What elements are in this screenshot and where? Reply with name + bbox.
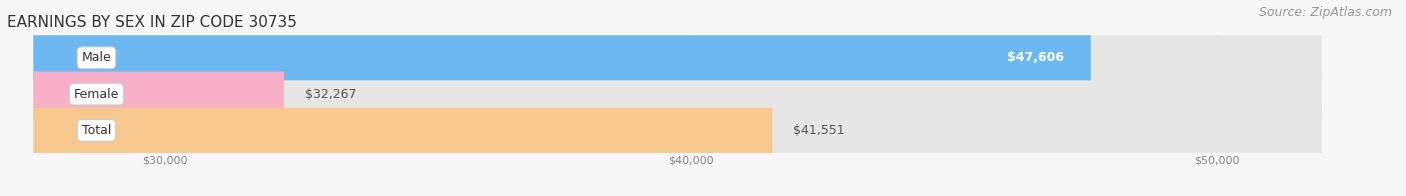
- Text: Total: Total: [82, 124, 111, 137]
- Text: Source: ZipAtlas.com: Source: ZipAtlas.com: [1258, 6, 1392, 19]
- Text: Female: Female: [73, 88, 120, 101]
- Text: Male: Male: [82, 51, 111, 64]
- Text: $41,551: $41,551: [793, 124, 845, 137]
- FancyBboxPatch shape: [34, 72, 284, 117]
- Text: $47,606: $47,606: [1008, 51, 1064, 64]
- FancyBboxPatch shape: [34, 72, 1322, 117]
- FancyBboxPatch shape: [34, 35, 1091, 80]
- Text: $32,267: $32,267: [305, 88, 357, 101]
- FancyBboxPatch shape: [34, 108, 772, 153]
- FancyBboxPatch shape: [34, 35, 1322, 80]
- Text: EARNINGS BY SEX IN ZIP CODE 30735: EARNINGS BY SEX IN ZIP CODE 30735: [7, 15, 297, 30]
- FancyBboxPatch shape: [34, 108, 1322, 153]
